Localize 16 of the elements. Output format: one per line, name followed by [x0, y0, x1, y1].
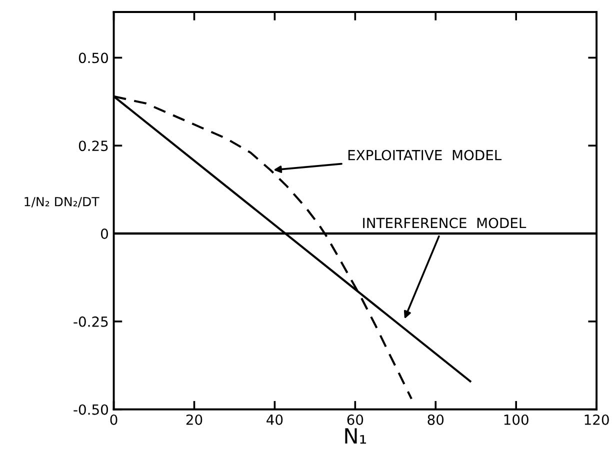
x-axis-title: N₁: [345, 428, 366, 444]
y-tick-label: 0.50: [78, 52, 108, 64]
y-tick-label: -0.25: [74, 316, 108, 327]
x-tick-label: 60: [347, 414, 364, 425]
x-tick-label: 0: [110, 414, 118, 425]
annotation: EXPLOITATIVE MODEL: [348, 150, 502, 160]
x-tick-label: 100: [504, 414, 528, 425]
x-tick-label: 80: [428, 414, 444, 425]
x-tick-label: 20: [186, 414, 202, 425]
y-axis-title: 1/N₂ DN₂/DT: [24, 197, 100, 208]
x-tick-label: 40: [266, 414, 283, 425]
annotation: INTERFERENCE MODEL: [363, 218, 526, 228]
x-tick-label: 120: [584, 414, 609, 425]
y-tick-label: -0.50: [74, 404, 108, 415]
y-tick-label: 0.25: [78, 140, 108, 152]
y-tick-label: 0: [100, 228, 108, 240]
